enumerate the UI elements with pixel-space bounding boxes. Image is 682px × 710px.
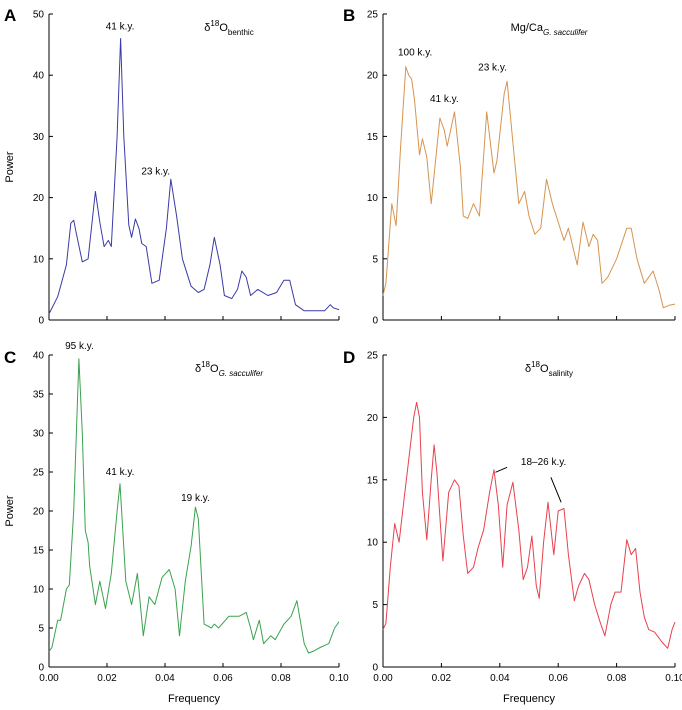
peak-label: 95 k.y. [65, 341, 94, 352]
axis-c-x-tick-label: 0.10 [329, 673, 349, 684]
axis-b-y-tick-label: 5 [372, 254, 378, 265]
panel-a: A 0 10 20 30 40 50 Power 41 k.y. 23 k.y. δ18Obent… [4, 6, 340, 327]
panel-label-d: D [343, 348, 355, 367]
axis-b-y-tick-label: 10 [367, 193, 379, 204]
axis-d-x-tick-label: 0.02 [432, 673, 452, 684]
panel-label-c: C [4, 348, 16, 367]
axis-c-y-tick-label: 20 [33, 507, 45, 518]
panel-c: C 0 5 10 15 20 25 30 35 40 0.00 0.02 0.04 0.06 0.08 0.… [4, 341, 349, 705]
peak-label: 100 k.y. [398, 48, 432, 59]
axis-b-y-tick-label: 25 [367, 10, 379, 21]
axis-a-y-tick-label: 30 [33, 132, 45, 143]
axis-d-y-tick-label: 15 [367, 475, 379, 486]
axis-a-y-tick-label: 10 [33, 254, 45, 265]
panel-title-a: δ18Obenthic [204, 19, 253, 37]
axis-d-y-tick-label: 10 [367, 538, 379, 549]
axis-d-y-tick-label: 20 [367, 413, 379, 424]
panel-title-b: Mg/CaG. sacculifer [511, 22, 588, 37]
peak-label: 18–26 k.y. [521, 457, 566, 468]
axis-d-y-tick-label: 25 [367, 351, 379, 362]
panel-title-d: δ18Osalinity [525, 360, 573, 378]
axis-d-x-tick-label: 0.08 [607, 673, 627, 684]
pointer-line [495, 466, 508, 473]
panel-b: B 0 5 10 15 20 25 100 k.y. 41 k.y. 23 k.y. Mg/CaG… [343, 6, 676, 327]
pointer-line [550, 477, 562, 503]
axis-c-x-tick-label: 0.00 [39, 673, 59, 684]
series-line-d [382, 401, 676, 649]
panel-label-b: B [343, 6, 355, 25]
axis-b-y-tick-label: 0 [372, 316, 378, 327]
axis-d-x-tick-label: 0.06 [548, 673, 568, 684]
axis-a-y-tick-label: 50 [33, 10, 45, 21]
panel-label-a: A [4, 6, 16, 25]
peak-label: 41 k.y. [106, 21, 135, 32]
axis-a-y-tick-label: 0 [38, 316, 44, 327]
axis-d-y-tick-label: 0 [372, 663, 378, 674]
axis-c-y-tick-label: 15 [33, 546, 45, 557]
axis-c-x-tick-label: 0.08 [271, 673, 291, 684]
axis-c-y-tick-label: 25 [33, 468, 45, 479]
axis-c-ylabel: Power [4, 495, 16, 527]
axis-c-y-tick-label: 30 [33, 429, 45, 440]
panel-d: D 0 5 10 15 20 25 0.00 0.02 0.04 0.06 0.08 0.10 Freq… [343, 348, 682, 705]
axis-c-x-tick-label: 0.04 [155, 673, 175, 684]
axis-c-y-tick-label: 40 [33, 351, 45, 362]
axis-a-ylabel: Power [4, 151, 16, 183]
axis-c-y-tick-label: 35 [33, 390, 45, 401]
axis-d-y-tick-label: 5 [372, 600, 378, 611]
axis-d-xlabel: Frequency [503, 693, 555, 705]
peak-label: 41 k.y. [106, 467, 135, 478]
axis-c-y-tick-label: 10 [33, 585, 45, 596]
panel-title-c: δ18OG. sacculifer [195, 360, 263, 378]
peak-label: 19 k.y. [181, 493, 210, 504]
axis-c-y-tick-label: 5 [38, 624, 44, 635]
axis-d-x-tick-label: 0.04 [490, 673, 510, 684]
series-line-c [48, 358, 340, 654]
axis-c-x-tick-label: 0.06 [213, 673, 233, 684]
series-line-b [382, 66, 676, 309]
peak-label: 23 k.y. [478, 62, 507, 73]
axis-b-y-tick-label: 20 [367, 71, 379, 82]
peak-label: 41 k.y. [430, 94, 459, 105]
axis-c-x-tick-label: 0.02 [97, 673, 117, 684]
axis-b-y-tick-label: 15 [367, 132, 379, 143]
axis-d-x-tick-label: 0.10 [665, 673, 682, 684]
peak-label: 23 k.y. [141, 166, 170, 177]
axis-d-x-tick-label: 0.00 [373, 673, 393, 684]
axis-a-y-tick-label: 20 [33, 193, 45, 204]
axis-c-y-tick-label: 0 [38, 663, 44, 674]
axis-c-xlabel: Frequency [168, 693, 220, 705]
axis-a-y-tick-label: 40 [33, 71, 45, 82]
series-line-a [48, 38, 340, 315]
